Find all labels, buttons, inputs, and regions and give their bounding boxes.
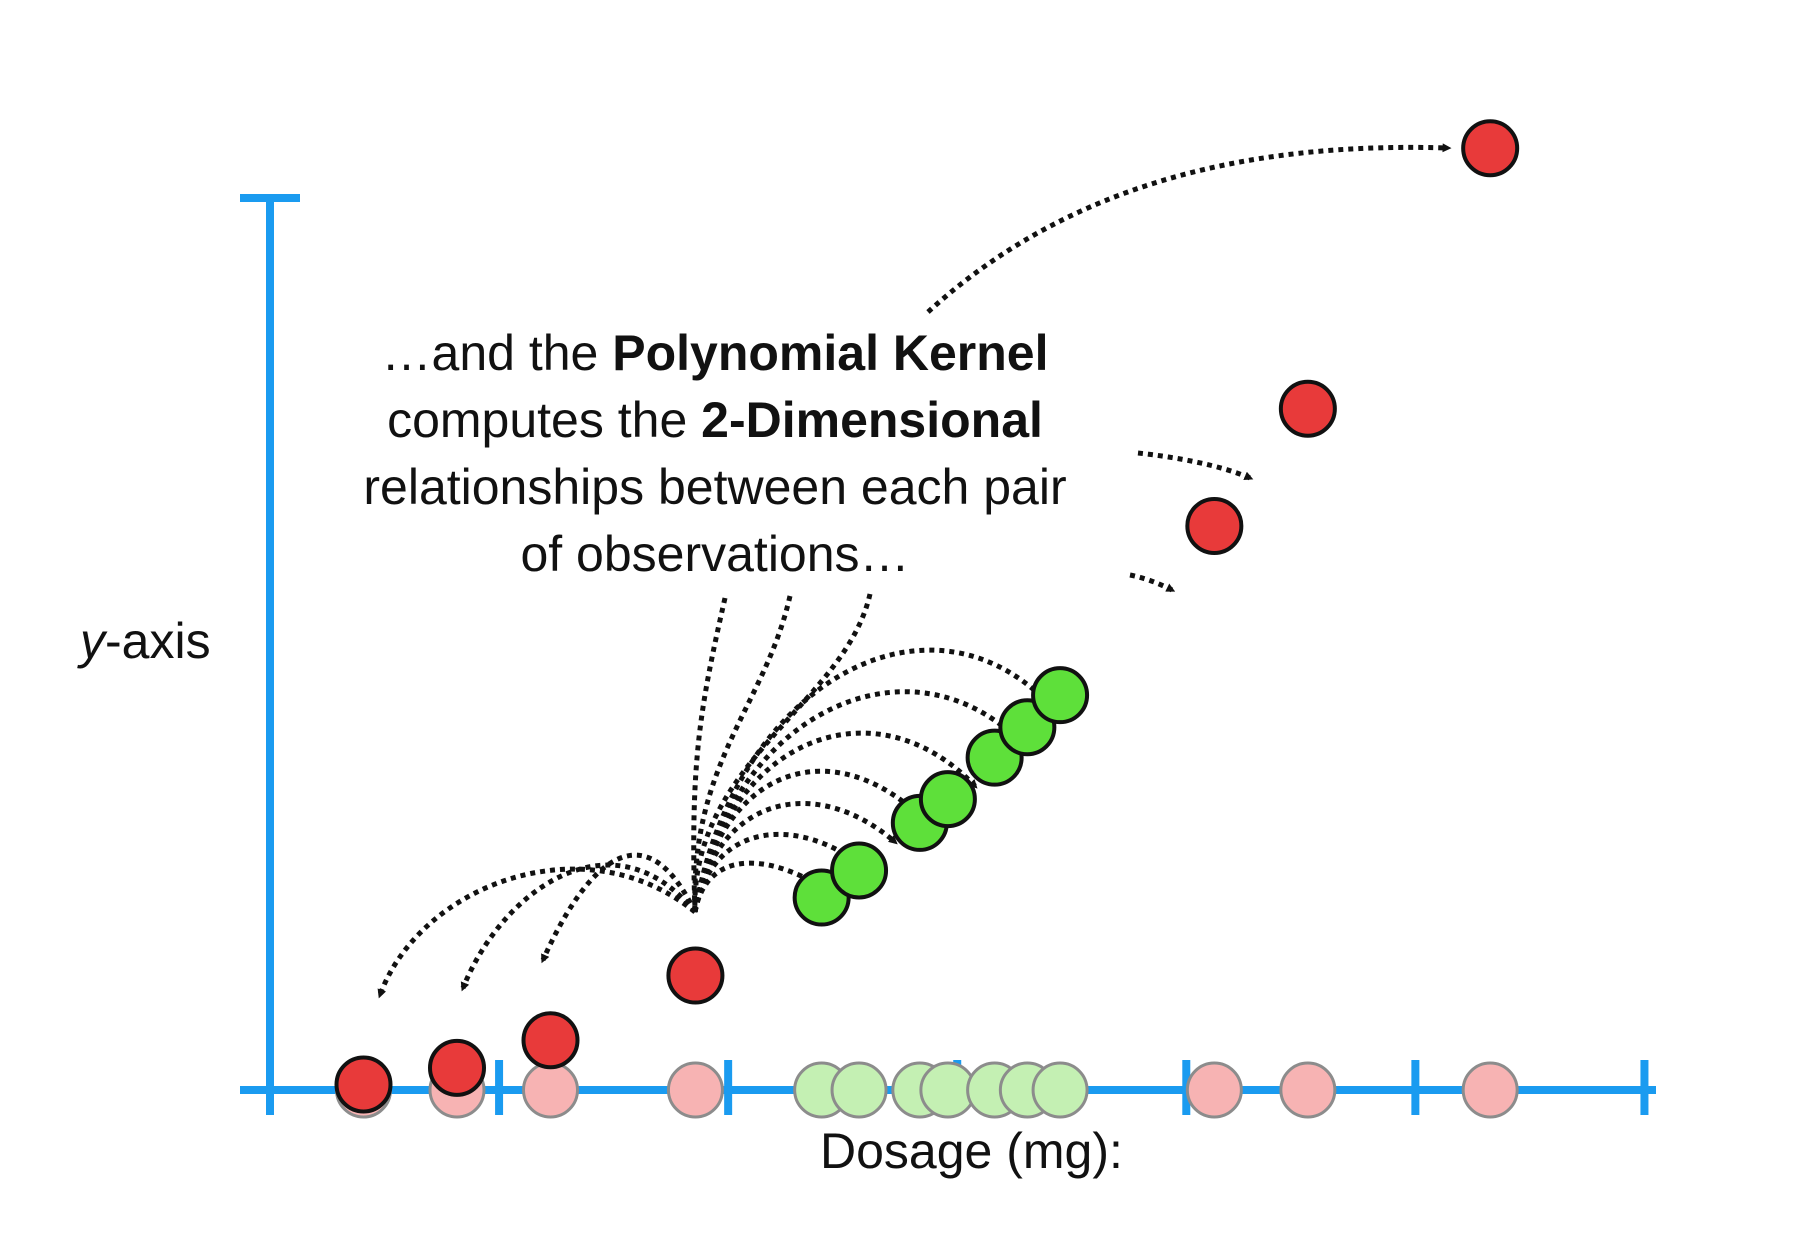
kernel-arrows: [377, 143, 1452, 999]
red-point-2: [521, 1011, 580, 1070]
observations-2d: [334, 119, 1520, 1114]
projected-point-12: [1279, 1061, 1337, 1119]
arrow-tail-0: [691, 597, 728, 913]
caption-line-3: relationships between each pair: [363, 459, 1067, 515]
y-axis-label-var: y: [80, 613, 105, 669]
arrow-left-0: [377, 866, 697, 999]
projected-point-11: [1185, 1061, 1243, 1119]
red-point-13: [1461, 119, 1520, 178]
arrow-right-1: [1137, 450, 1254, 481]
arrow-left-2: [540, 852, 698, 964]
caption-line-2: computes the 2-Dimensional: [280, 387, 1150, 454]
arrow-top: [926, 143, 1452, 314]
caption-polynomial-kernel: Polynomial Kernel: [612, 325, 1049, 381]
arrow-left-1: [460, 862, 697, 992]
green-point-7: [918, 770, 977, 829]
arrow-tail-1: [692, 595, 793, 913]
red-point-12: [1278, 379, 1337, 438]
x-axis-label: Dosage (mg):: [820, 1123, 1123, 1179]
projected-point-2: [522, 1061, 579, 1119]
arrow-green-4: [692, 730, 978, 913]
red-point-1: [428, 1038, 486, 1097]
caption-2-dimensional: 2-Dimensional: [701, 392, 1043, 448]
red-point-3: [666, 946, 725, 1005]
green-point-10: [1031, 666, 1090, 725]
projected-point-10: [1031, 1061, 1089, 1119]
arrow-green-1: [692, 831, 863, 913]
caption-line-1: …and the Polynomial Kernel: [280, 320, 1150, 387]
caption: …and the Polynomial Kernel computes the …: [280, 320, 1150, 588]
caption-line-4: of observations…: [520, 526, 910, 582]
arrow-green-6: [692, 647, 1061, 913]
green-point-5: [830, 841, 889, 900]
caption-line-1-text: …and the: [381, 325, 613, 381]
projected-point-13: [1461, 1061, 1519, 1119]
projected-point-5: [830, 1061, 888, 1119]
caption-line-2-text: computes the: [387, 392, 702, 448]
red-point-0: [334, 1055, 393, 1114]
y-axis-label: y-axis: [80, 612, 211, 670]
arrow-right-2: [1129, 572, 1176, 593]
red-point-11: [1185, 496, 1244, 555]
projected-point-3: [666, 1061, 724, 1119]
y-axis-label-rest: -axis: [105, 613, 211, 669]
